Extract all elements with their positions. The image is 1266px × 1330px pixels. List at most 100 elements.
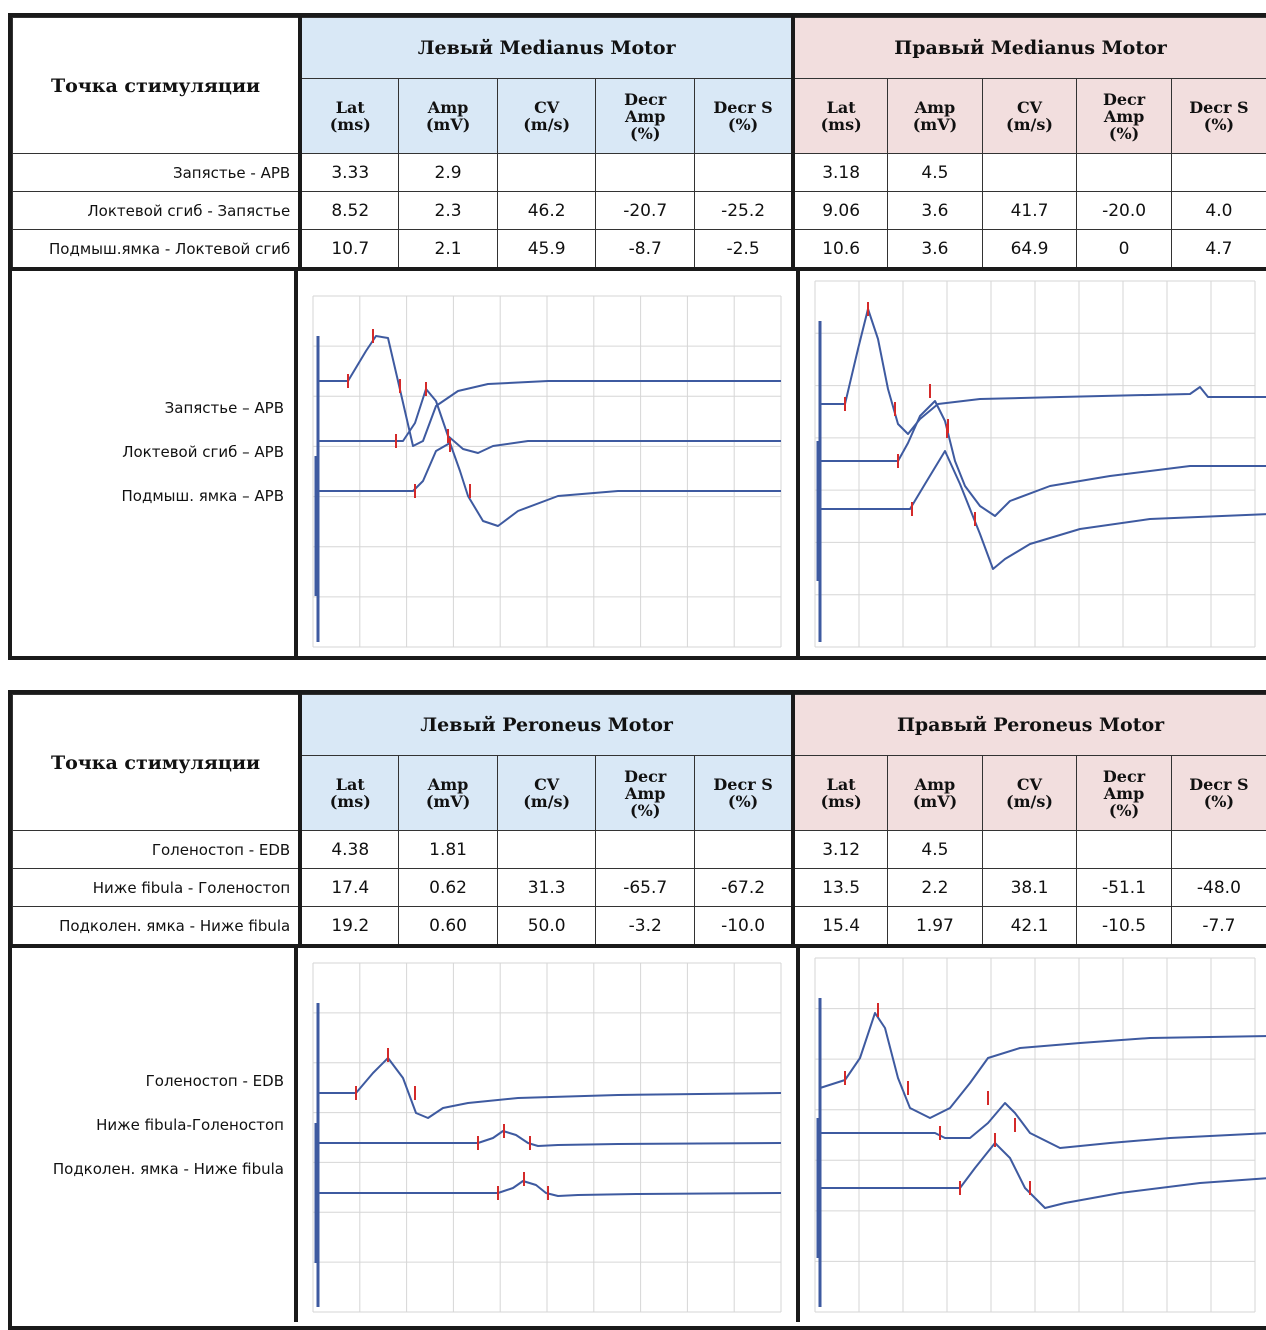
stimulus-artifact [818, 998, 820, 1307]
stimulation-point-label: Локтевой сгиб - Запястье [13, 192, 301, 230]
right-value-cell: 38.1 [982, 869, 1077, 907]
column-header-line: Lat [795, 776, 887, 793]
stimulation-point-label: Запястье - APB [13, 154, 301, 192]
stimulation-point-label: Подмыш.ямка - Локтевой сгиб [13, 230, 301, 270]
column-header-line: Decr [596, 768, 694, 785]
waveform-trace [318, 1131, 781, 1146]
waveform-trace [820, 401, 1266, 516]
right-value-cell: 3.6 [888, 230, 983, 270]
column-header-line: Amp [888, 99, 982, 116]
column-header-line: (m/s) [498, 116, 596, 133]
column-header-line: Amp [596, 785, 694, 802]
left-value-cell: 19.2 [300, 907, 399, 947]
column-header-line: Decr [596, 91, 694, 108]
column-header-line: CV [983, 776, 1077, 793]
column-header-line: (mV) [399, 116, 497, 133]
column-header-line: Decr [1077, 91, 1171, 108]
column-header-line: CV [983, 99, 1077, 116]
left-value-cell: -8.7 [596, 230, 695, 270]
left-value-cell [497, 154, 596, 192]
left-value-cell: -20.7 [596, 192, 695, 230]
stimulation-point-label: Подколен. ямка - Ниже fibula [13, 907, 301, 947]
left-column-header: CV(m/s) [497, 756, 596, 831]
right-value-cell: -20.0 [1077, 192, 1172, 230]
left-value-cell: -10.0 [695, 907, 794, 947]
right-value-cell: 4.5 [888, 154, 983, 192]
right-column-header: Lat(ms) [793, 79, 888, 154]
trace-label: Локтевой сгиб – APB [122, 443, 284, 461]
left-value-cell: 4.38 [300, 831, 399, 869]
column-header-line: (m/s) [983, 793, 1077, 810]
column-header-line: (ms) [302, 793, 398, 810]
right-value-cell: 41.7 [982, 192, 1077, 230]
column-header-line: (%) [695, 793, 791, 810]
left-value-cell: -25.2 [695, 192, 794, 230]
column-header-line: (ms) [795, 793, 887, 810]
right-value-cell [1077, 154, 1172, 192]
right-value-cell: -7.7 [1171, 907, 1266, 947]
stimulation-point-header: Точка стимуляции [13, 18, 301, 154]
trace-label: Голеностоп - EDB [146, 1072, 284, 1090]
stimulus-artifact [316, 336, 318, 642]
right-value-cell: 9.06 [793, 192, 888, 230]
column-header-line: CV [498, 776, 596, 793]
column-header-line: (%) [1172, 116, 1266, 133]
right-value-cell [1077, 831, 1172, 869]
left-value-cell: 2.9 [399, 154, 498, 192]
right-value-cell: 3.12 [793, 831, 888, 869]
left-value-cell: 31.3 [497, 869, 596, 907]
left-value-cell: 3.33 [300, 154, 399, 192]
right-value-cell: 13.5 [793, 869, 888, 907]
column-header-line: (mV) [888, 116, 982, 133]
right-value-cell: -48.0 [1171, 869, 1266, 907]
column-header-line: Amp [1077, 785, 1171, 802]
column-header-line: Amp [596, 108, 694, 125]
left-side-title: Левый Peroneus Motor [300, 695, 793, 756]
right-column-header: Amp(mV) [888, 79, 983, 154]
right-value-cell: 15.4 [793, 907, 888, 947]
left-column-header: CV(m/s) [497, 79, 596, 154]
right-value-cell: 3.18 [793, 154, 888, 192]
right-value-cell [1171, 831, 1266, 869]
left-value-cell: 2.1 [399, 230, 498, 270]
left-value-cell: 46.2 [497, 192, 596, 230]
stimulation-point-label: Ниже fibula - Голеностоп [13, 869, 301, 907]
waveform-trace [820, 451, 1266, 569]
column-header-line: (%) [1077, 802, 1171, 819]
left-column-header: Amp(mV) [399, 79, 498, 154]
column-header-line: Amp [1077, 108, 1171, 125]
waveform-trace [318, 1181, 781, 1196]
column-header-line: (m/s) [983, 116, 1077, 133]
column-header-line: (%) [695, 116, 791, 133]
left-value-cell [596, 154, 695, 192]
right-value-cell: 2.2 [888, 869, 983, 907]
right-column-header: CV(m/s) [982, 756, 1077, 831]
right-side-title: Правый Medianus Motor [793, 18, 1266, 79]
right-value-cell [982, 831, 1077, 869]
waveform-trace [820, 1013, 1266, 1118]
left-value-cell [695, 831, 794, 869]
left-value-cell [497, 831, 596, 869]
right-side-title: Правый Peroneus Motor [793, 695, 1266, 756]
right-value-cell: 4.5 [888, 831, 983, 869]
column-header-line: Lat [302, 776, 398, 793]
waveform-plot [298, 271, 796, 657]
waveform-trace [820, 1143, 1266, 1208]
right-column-header: Amp(mV) [888, 756, 983, 831]
right-value-cell: 4.7 [1171, 230, 1266, 270]
column-header-line: Decr [1077, 768, 1171, 785]
column-header-line: Decr S [1172, 99, 1266, 116]
right-value-cell: 4.0 [1171, 192, 1266, 230]
stimulation-point-label: Голеностоп - EDB [13, 831, 301, 869]
right-value-cell: 1.97 [888, 907, 983, 947]
left-waveform-panel [298, 271, 796, 657]
